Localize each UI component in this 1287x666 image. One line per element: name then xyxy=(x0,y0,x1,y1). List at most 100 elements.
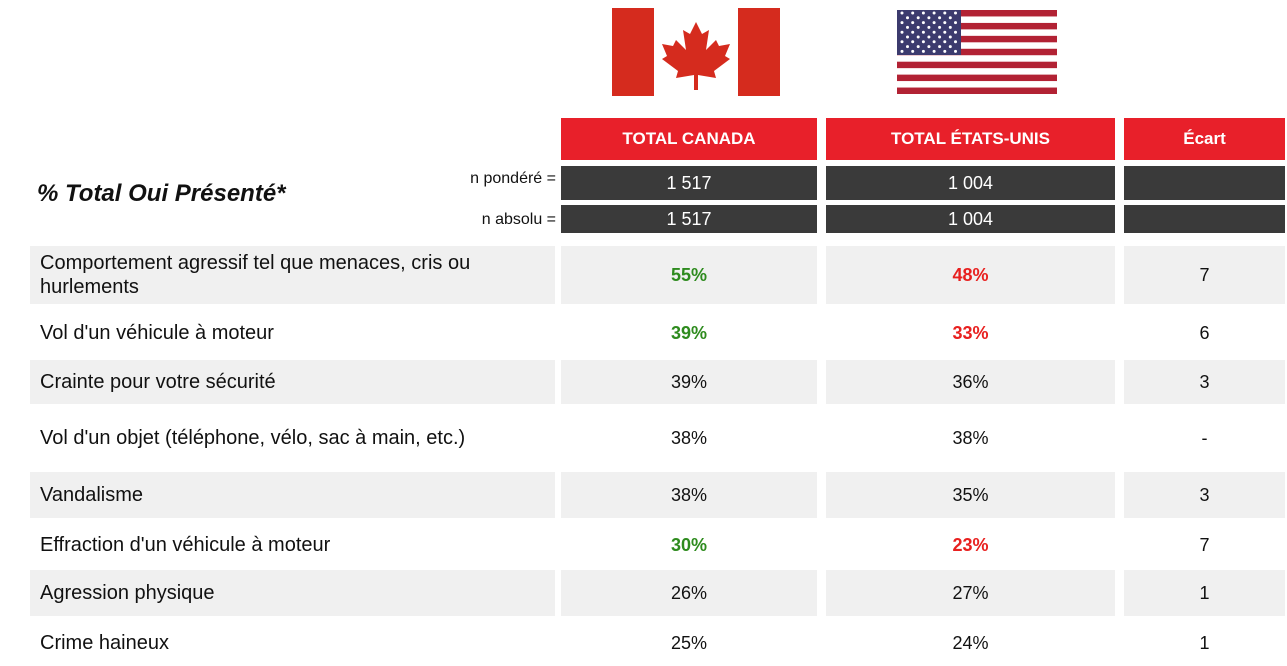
star xyxy=(927,16,931,20)
base-cell: 1 004 xyxy=(826,166,1115,200)
page: % Total Oui Présenté* TOTAL CANADA TOTAL … xyxy=(30,8,1285,654)
base-cell: 1 517 xyxy=(561,205,817,233)
star xyxy=(938,45,942,49)
value-ecart: 1 xyxy=(1124,570,1285,616)
stripe xyxy=(897,87,1057,94)
star xyxy=(906,16,909,20)
star xyxy=(900,49,904,53)
value-ecart: 6 xyxy=(1199,322,1210,343)
value-ecart: 7 xyxy=(1199,534,1210,555)
stripe xyxy=(897,74,1057,82)
base-cell: 1 004 xyxy=(826,205,1115,233)
row-label: Vol d'un véhicule à moteur xyxy=(40,322,274,344)
stripe xyxy=(897,55,1057,62)
star xyxy=(911,11,915,15)
row-label: Crainte pour votre sécurité xyxy=(30,360,555,404)
star xyxy=(948,35,952,39)
star xyxy=(943,30,947,34)
star xyxy=(938,35,942,39)
star xyxy=(921,21,925,25)
star xyxy=(954,30,957,34)
star xyxy=(927,25,931,29)
value-usa: 33% xyxy=(952,322,989,343)
star xyxy=(938,25,942,29)
value-canada: 39% xyxy=(561,360,817,404)
star xyxy=(943,40,947,44)
value-usa: 48% xyxy=(826,246,1115,304)
star xyxy=(932,11,936,15)
value-usa: 27% xyxy=(826,570,1115,616)
row-label: Comportement agressif tel que menaces, c… xyxy=(30,246,555,304)
base-cell xyxy=(1124,205,1285,233)
star xyxy=(916,45,920,49)
star xyxy=(954,40,957,44)
star xyxy=(932,49,936,53)
row-label: Crime haineux xyxy=(40,632,169,654)
value-usa: 36% xyxy=(826,360,1115,404)
star xyxy=(906,25,909,29)
star xyxy=(943,49,947,53)
stripe xyxy=(897,22,1057,30)
flag-canada xyxy=(612,8,780,96)
value-canada: 30% xyxy=(670,534,708,555)
star xyxy=(954,21,957,25)
base-cell: 1 517 xyxy=(561,166,817,200)
star xyxy=(943,11,947,15)
row-label: Vol d'un objet (téléphone, vélo, sac à m… xyxy=(40,427,466,449)
value-ecart: 1 xyxy=(1199,632,1210,653)
title: % Total Oui Présenté* xyxy=(37,180,286,207)
star xyxy=(911,49,915,53)
stripe xyxy=(897,61,1057,69)
stripe xyxy=(897,48,1057,56)
star xyxy=(921,49,925,53)
column-header: Écart xyxy=(1124,118,1285,160)
star xyxy=(900,21,904,25)
star xyxy=(954,49,957,53)
base-label: n absolu = xyxy=(481,211,556,228)
star xyxy=(938,16,942,20)
star xyxy=(921,30,925,34)
value-canada: 38% xyxy=(561,472,817,518)
base-cell xyxy=(1124,166,1285,200)
value-ecart: 3 xyxy=(1124,360,1285,404)
value-canada: 39% xyxy=(670,322,708,343)
value-usa: 35% xyxy=(826,472,1115,518)
stripe xyxy=(897,42,1057,50)
star xyxy=(948,25,952,29)
star xyxy=(954,11,957,15)
star xyxy=(932,30,936,34)
stripe xyxy=(897,16,1057,24)
star xyxy=(932,21,936,25)
value-ecart: 3 xyxy=(1124,472,1285,518)
value-canada: 55% xyxy=(561,246,817,304)
value-ecart: - xyxy=(1201,427,1208,448)
star xyxy=(906,35,909,39)
value-usa: 38% xyxy=(952,427,989,448)
value-canada: 26% xyxy=(561,570,817,616)
star xyxy=(916,25,920,29)
stripe xyxy=(897,81,1057,88)
column-header: TOTAL ÉTATS-UNIS xyxy=(826,118,1115,160)
stripe xyxy=(897,68,1057,75)
stripe xyxy=(897,29,1057,37)
star xyxy=(900,30,904,34)
star xyxy=(900,40,904,44)
star xyxy=(932,40,936,44)
value-usa: 24% xyxy=(952,632,989,653)
row-label: Effraction d'un véhicule à moteur xyxy=(40,534,331,556)
row-label: Agression physique xyxy=(30,570,555,616)
star xyxy=(916,35,920,39)
row-label: Vandalisme xyxy=(30,472,555,518)
star xyxy=(911,30,915,34)
star xyxy=(921,40,925,44)
value-ecart: 7 xyxy=(1124,246,1285,304)
star xyxy=(927,45,931,49)
star xyxy=(927,35,931,39)
value-canada: 25% xyxy=(670,632,708,653)
star xyxy=(906,45,909,49)
star xyxy=(916,16,920,20)
base-label: n pondéré = xyxy=(470,170,556,187)
star xyxy=(948,16,952,20)
star xyxy=(900,11,904,15)
value-canada: 38% xyxy=(670,427,708,448)
